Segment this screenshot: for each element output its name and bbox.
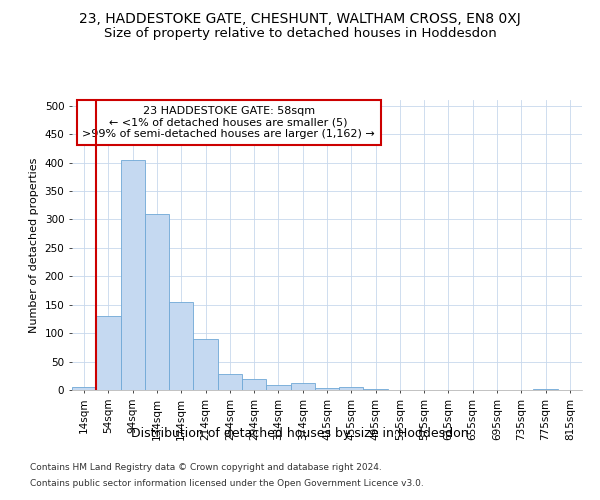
Bar [96, 316, 121, 390]
Bar [364, 389, 388, 390]
Bar [242, 378, 266, 390]
Text: 23 HADDESTOKE GATE: 58sqm
← <1% of detached houses are smaller (5)
>99% of semi-: 23 HADDESTOKE GATE: 58sqm ← <1% of detac… [82, 106, 375, 139]
Bar [145, 214, 169, 390]
Text: 23, HADDESTOKE GATE, CHESHUNT, WALTHAM CROSS, EN8 0XJ: 23, HADDESTOKE GATE, CHESHUNT, WALTHAM C… [79, 12, 521, 26]
Bar [290, 382, 315, 390]
Y-axis label: Number of detached properties: Number of detached properties [29, 158, 39, 332]
Bar [266, 386, 290, 390]
Bar [121, 160, 145, 390]
Text: Contains public sector information licensed under the Open Government Licence v3: Contains public sector information licen… [30, 478, 424, 488]
Bar [169, 302, 193, 390]
Bar [72, 387, 96, 390]
Text: Contains HM Land Registry data © Crown copyright and database right 2024.: Contains HM Land Registry data © Crown c… [30, 464, 382, 472]
Bar [193, 339, 218, 390]
Text: Distribution of detached houses by size in Hoddesdon: Distribution of detached houses by size … [131, 428, 469, 440]
Bar [339, 387, 364, 390]
Bar [315, 388, 339, 390]
Text: Size of property relative to detached houses in Hoddesdon: Size of property relative to detached ho… [104, 28, 496, 40]
Bar [218, 374, 242, 390]
